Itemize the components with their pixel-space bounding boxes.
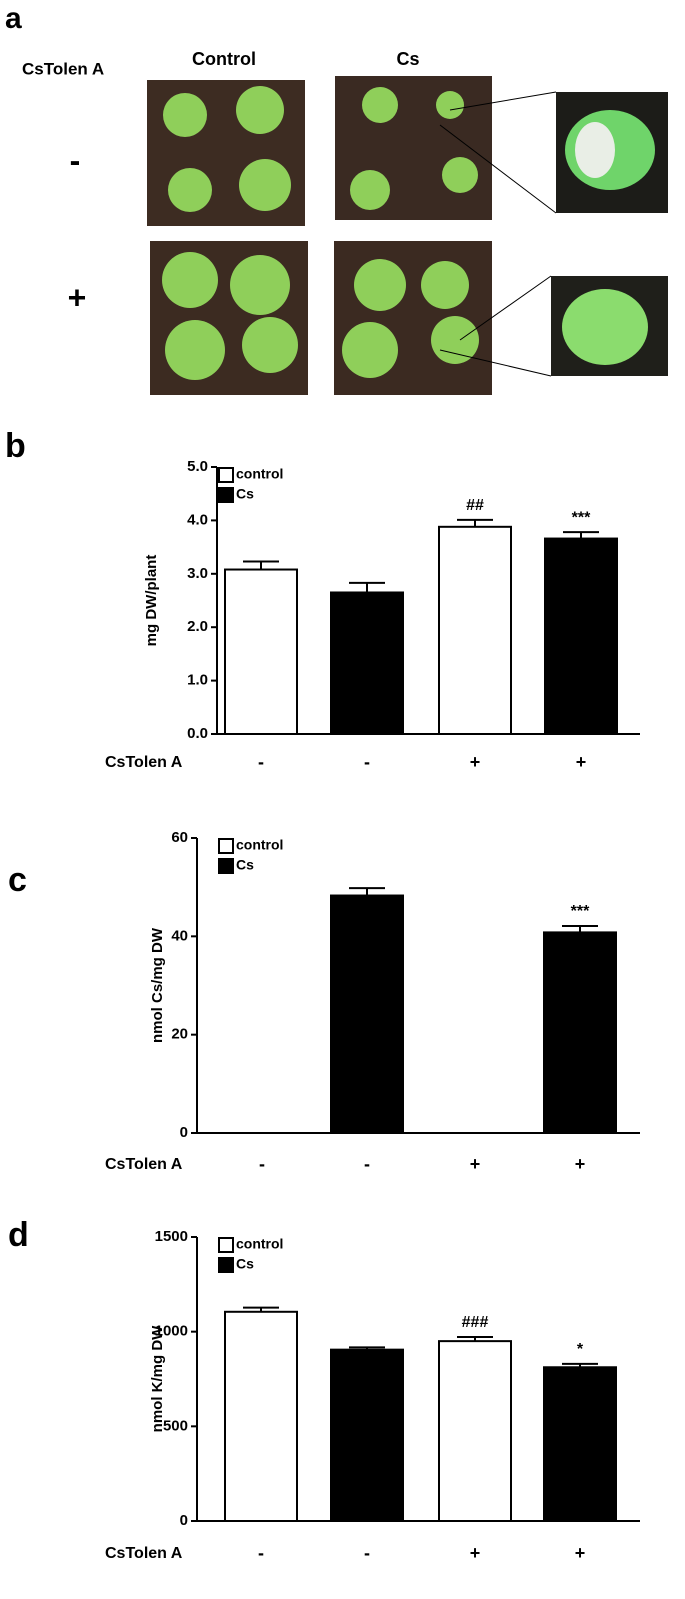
error-bar bbox=[349, 1346, 385, 1350]
error-bar bbox=[457, 518, 493, 527]
y-tick-label: 1500 bbox=[155, 1228, 188, 1245]
panel-label: b bbox=[5, 427, 26, 465]
y-tick-label: 20 bbox=[171, 1026, 188, 1043]
y-tick-label: 1000 bbox=[155, 1323, 188, 1340]
bar bbox=[544, 537, 618, 736]
row-label: - bbox=[70, 142, 81, 178]
legend-label: Cs bbox=[236, 857, 254, 873]
panel-label: d bbox=[8, 1216, 29, 1254]
annotation: ## bbox=[466, 497, 484, 514]
row-label: + bbox=[68, 279, 87, 315]
plants bbox=[162, 86, 479, 380]
y-tick-label: 5.0 bbox=[187, 458, 208, 475]
legend-swatch bbox=[218, 487, 234, 503]
x-axis-label: CsTolen A bbox=[105, 754, 183, 771]
bar bbox=[330, 894, 404, 1135]
panel-label: a bbox=[5, 2, 22, 35]
legend-label: control bbox=[236, 466, 283, 482]
bar bbox=[543, 1366, 617, 1523]
annotation: * bbox=[577, 1341, 584, 1358]
error-bar bbox=[563, 531, 599, 539]
legend-label: Cs bbox=[236, 486, 254, 502]
bar bbox=[224, 568, 298, 736]
y-tick-label: 0.0 bbox=[187, 725, 208, 742]
y-axis-label: nmol Cs/mg DW bbox=[149, 927, 166, 1043]
legend-swatch bbox=[218, 1257, 234, 1273]
x-tick-label: - bbox=[364, 1543, 370, 1563]
x-tick-label: + bbox=[575, 1543, 586, 1563]
legend-swatch bbox=[218, 838, 234, 854]
x-axis-label: CsTolen A bbox=[105, 1545, 183, 1562]
legend-label: control bbox=[236, 837, 283, 853]
y-tick-label: 60 bbox=[171, 829, 188, 846]
x-tick-label: - bbox=[258, 752, 264, 772]
photo-panel: a CsTolen A Control Cs - + bbox=[5, 2, 668, 395]
error-bar bbox=[457, 1335, 493, 1342]
error-bar bbox=[349, 887, 385, 896]
x-tick-label: - bbox=[258, 1543, 264, 1563]
annotation: *** bbox=[572, 509, 591, 526]
x-tick-label: - bbox=[364, 752, 370, 772]
error-bar bbox=[562, 1362, 598, 1368]
bar bbox=[224, 1310, 298, 1522]
x-tick-label: + bbox=[470, 752, 481, 772]
legend-swatch bbox=[218, 467, 234, 483]
panel-label: c bbox=[8, 861, 27, 899]
bar bbox=[438, 525, 512, 735]
annotation: ### bbox=[462, 1314, 489, 1331]
y-tick-label: 2.0 bbox=[187, 618, 208, 635]
x-tick-label: - bbox=[259, 1154, 265, 1174]
column-header: Cs bbox=[396, 49, 419, 69]
y-axis-label: nmol K/mg DW bbox=[149, 1325, 166, 1432]
error-bar bbox=[349, 581, 385, 593]
x-tick-label: + bbox=[576, 752, 587, 772]
legend-label: Cs bbox=[236, 1256, 254, 1272]
legend-swatch bbox=[218, 1237, 234, 1253]
y-tick-label: 0 bbox=[180, 1512, 188, 1529]
bar bbox=[330, 591, 404, 735]
y-tick-label: 500 bbox=[163, 1417, 188, 1434]
y-tick-label: 40 bbox=[171, 927, 188, 944]
legend-swatch bbox=[218, 858, 234, 874]
annotation: *** bbox=[571, 903, 590, 920]
x-tick-label: + bbox=[470, 1154, 481, 1174]
x-tick-label: + bbox=[470, 1543, 481, 1563]
leaf bbox=[562, 289, 648, 365]
legend-label: control bbox=[236, 1236, 283, 1252]
column-header: Control bbox=[192, 49, 256, 69]
zoom-lines bbox=[439, 91, 557, 377]
y-tick-label: 1.0 bbox=[187, 672, 208, 689]
bar bbox=[438, 1340, 512, 1522]
y-axis-label: mg DW/plant bbox=[143, 555, 160, 647]
y-tick-label: 0 bbox=[180, 1124, 188, 1141]
x-tick-label: - bbox=[364, 1154, 370, 1174]
bar bbox=[330, 1348, 404, 1522]
bar bbox=[543, 931, 617, 1135]
y-tick-label: 3.0 bbox=[187, 565, 208, 582]
x-tick-label: + bbox=[575, 1154, 586, 1174]
leaf-damage bbox=[575, 122, 615, 178]
row-header: CsTolen A bbox=[22, 59, 104, 78]
error-bar bbox=[562, 925, 598, 933]
error-bar bbox=[243, 1306, 279, 1312]
y-tick-label: 4.0 bbox=[187, 511, 208, 528]
error-bar bbox=[243, 560, 279, 570]
x-axis-label: CsTolen A bbox=[105, 1156, 183, 1173]
